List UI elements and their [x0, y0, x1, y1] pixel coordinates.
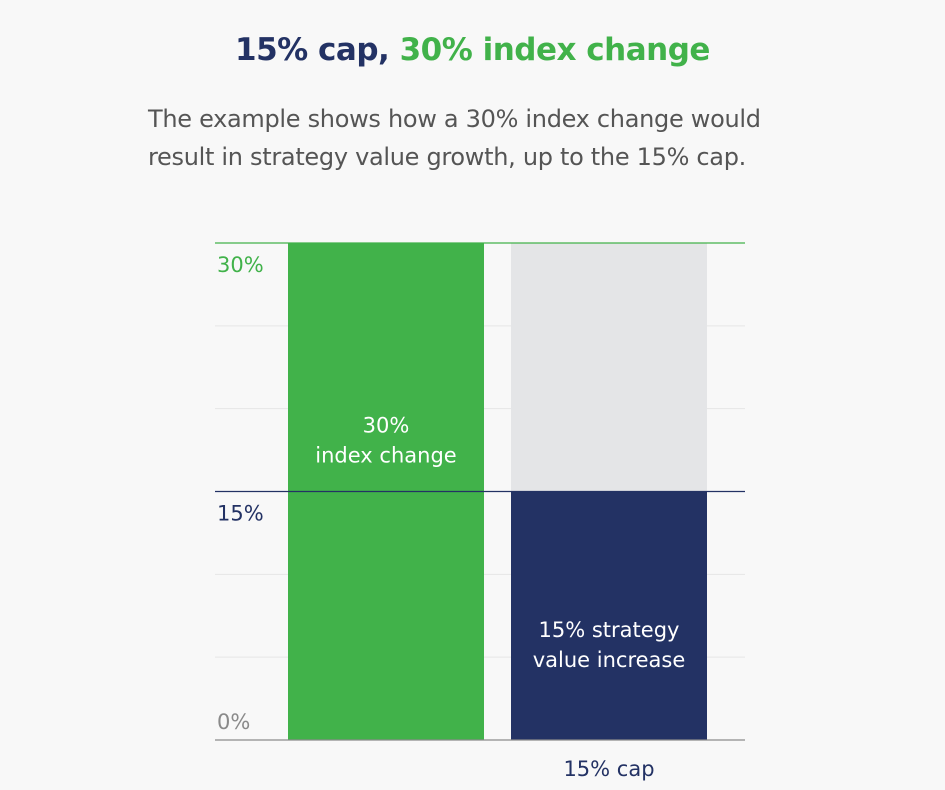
x-tick-label: 15% cap: [563, 757, 654, 781]
title-part: 15% cap,: [235, 32, 390, 68]
title-part: 30% index change: [399, 32, 711, 68]
y-tick-label: 30%: [217, 253, 264, 277]
subtitle-line: result in strategy value growth, up to t…: [148, 143, 746, 171]
bar-segment: [511, 491, 707, 740]
y-tick-label: 0%: [217, 710, 250, 734]
data-label: 15% strategy: [539, 618, 680, 642]
chart-title: 15% cap, 30% index change: [0, 32, 945, 68]
data-label: index change: [315, 444, 456, 468]
y-tick-label: 15%: [217, 502, 264, 526]
data-label: value increase: [533, 648, 686, 672]
subtitle-line: The example shows how a 30% index change…: [148, 105, 761, 133]
data-label: 30%: [363, 414, 410, 438]
bar-segment: [511, 243, 707, 492]
subtitle: The example shows how a 30% index change…: [148, 100, 848, 176]
